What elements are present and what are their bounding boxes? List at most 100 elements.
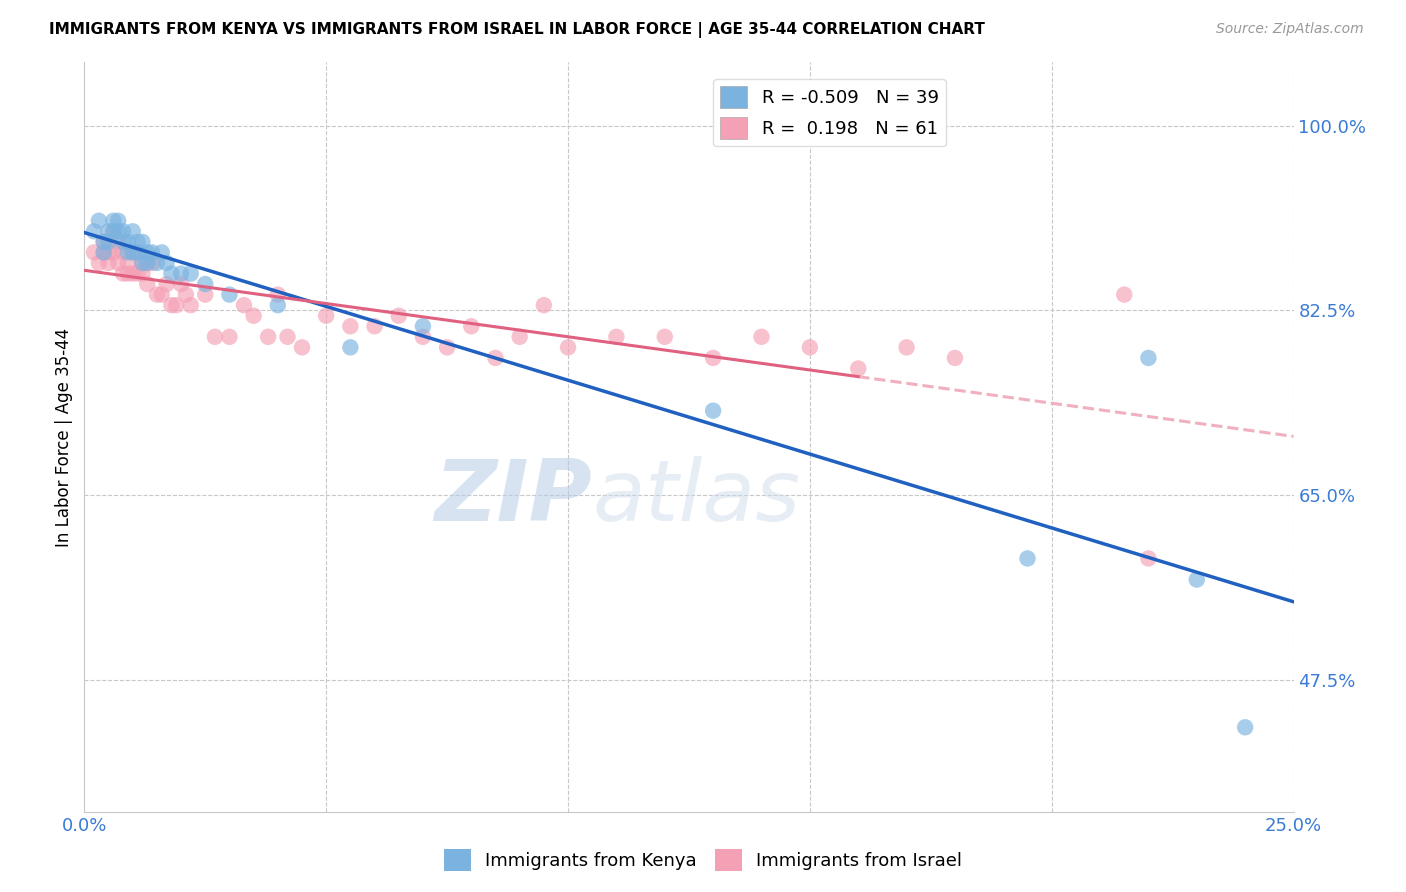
Point bbox=[654, 330, 676, 344]
Point bbox=[509, 330, 531, 344]
Point bbox=[412, 319, 434, 334]
Point bbox=[136, 245, 159, 260]
Point bbox=[141, 245, 163, 260]
Point bbox=[93, 245, 115, 260]
Point bbox=[218, 287, 240, 301]
Text: ZIP: ZIP bbox=[434, 456, 592, 539]
Point bbox=[460, 319, 482, 334]
Point bbox=[112, 224, 135, 238]
Point bbox=[107, 213, 129, 227]
Point bbox=[131, 235, 153, 249]
Point bbox=[141, 256, 163, 270]
Point bbox=[155, 256, 177, 270]
Point bbox=[605, 330, 627, 344]
Legend: R = -0.509   N = 39, R =  0.198   N = 61: R = -0.509 N = 39, R = 0.198 N = 61 bbox=[713, 79, 946, 146]
Point bbox=[267, 287, 290, 301]
Point bbox=[436, 340, 458, 354]
Point bbox=[557, 340, 579, 354]
Point bbox=[136, 256, 159, 270]
Point bbox=[87, 213, 110, 227]
Text: IMMIGRANTS FROM KENYA VS IMMIGRANTS FROM ISRAEL IN LABOR FORCE | AGE 35-44 CORRE: IMMIGRANTS FROM KENYA VS IMMIGRANTS FROM… bbox=[49, 22, 986, 38]
Point bbox=[131, 256, 153, 270]
Point bbox=[136, 256, 159, 270]
Legend: Immigrants from Kenya, Immigrants from Israel: Immigrants from Kenya, Immigrants from I… bbox=[436, 842, 970, 879]
Point bbox=[751, 330, 773, 344]
Point bbox=[146, 256, 169, 270]
Point bbox=[799, 340, 821, 354]
Point bbox=[83, 224, 105, 238]
Point bbox=[170, 267, 193, 281]
Point bbox=[412, 330, 434, 344]
Point bbox=[103, 224, 125, 238]
Point bbox=[160, 267, 183, 281]
Point bbox=[97, 235, 120, 249]
Point bbox=[1137, 351, 1160, 365]
Point bbox=[174, 287, 197, 301]
Point bbox=[131, 256, 153, 270]
Point bbox=[121, 267, 143, 281]
Point bbox=[846, 361, 869, 376]
Point bbox=[363, 319, 385, 334]
Point bbox=[136, 277, 159, 291]
Point bbox=[87, 256, 110, 270]
Point bbox=[103, 224, 125, 238]
Point bbox=[1137, 551, 1160, 566]
Point bbox=[97, 245, 120, 260]
Point bbox=[204, 330, 226, 344]
Point bbox=[97, 224, 120, 238]
Point bbox=[257, 330, 280, 344]
Point bbox=[117, 245, 139, 260]
Point bbox=[117, 256, 139, 270]
Point bbox=[93, 245, 115, 260]
Point bbox=[83, 245, 105, 260]
Point bbox=[107, 256, 129, 270]
Point bbox=[170, 277, 193, 291]
Point bbox=[218, 330, 240, 344]
Point bbox=[107, 224, 129, 238]
Point bbox=[121, 245, 143, 260]
Point bbox=[291, 340, 314, 354]
Point bbox=[112, 267, 135, 281]
Text: atlas: atlas bbox=[592, 456, 800, 539]
Point bbox=[180, 267, 202, 281]
Point bbox=[117, 235, 139, 249]
Point bbox=[194, 277, 217, 291]
Point bbox=[702, 403, 724, 417]
Point bbox=[315, 309, 337, 323]
Point bbox=[107, 235, 129, 249]
Point bbox=[339, 319, 361, 334]
Point bbox=[127, 245, 149, 260]
Point bbox=[121, 224, 143, 238]
Point bbox=[276, 330, 298, 344]
Point bbox=[1234, 720, 1257, 734]
Point bbox=[180, 298, 202, 312]
Point bbox=[267, 298, 290, 312]
Point bbox=[155, 277, 177, 291]
Point bbox=[146, 287, 169, 301]
Point bbox=[1114, 287, 1136, 301]
Point bbox=[131, 267, 153, 281]
Point bbox=[896, 340, 918, 354]
Point bbox=[165, 298, 187, 312]
Point bbox=[1185, 573, 1208, 587]
Point bbox=[112, 235, 135, 249]
Point bbox=[160, 298, 183, 312]
Point bbox=[93, 235, 115, 249]
Point bbox=[388, 309, 411, 323]
Y-axis label: In Labor Force | Age 35-44: In Labor Force | Age 35-44 bbox=[55, 327, 73, 547]
Point bbox=[484, 351, 506, 365]
Point bbox=[97, 256, 120, 270]
Point bbox=[127, 267, 149, 281]
Point bbox=[121, 245, 143, 260]
Text: Source: ZipAtlas.com: Source: ZipAtlas.com bbox=[1216, 22, 1364, 37]
Point bbox=[194, 287, 217, 301]
Point bbox=[103, 245, 125, 260]
Point bbox=[93, 235, 115, 249]
Point bbox=[150, 245, 173, 260]
Point bbox=[127, 235, 149, 249]
Point bbox=[150, 287, 173, 301]
Point bbox=[943, 351, 966, 365]
Point bbox=[117, 267, 139, 281]
Point bbox=[702, 351, 724, 365]
Point bbox=[127, 245, 149, 260]
